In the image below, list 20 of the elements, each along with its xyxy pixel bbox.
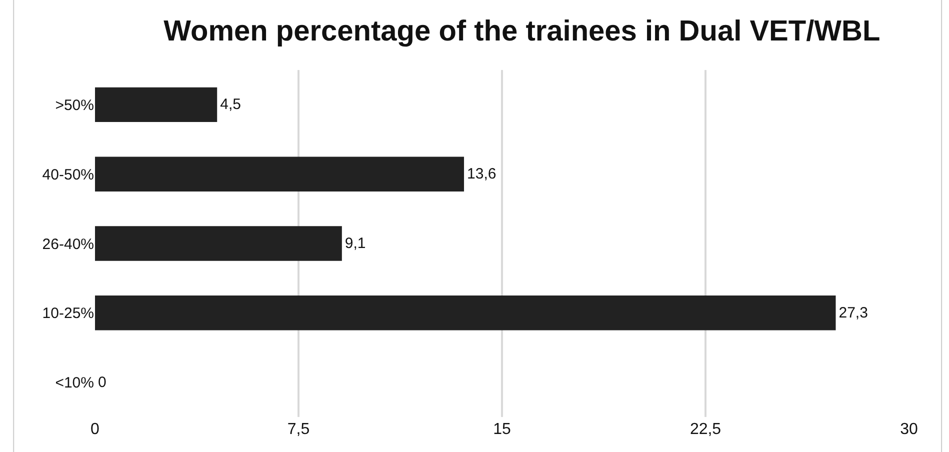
data-label: 4,5	[220, 96, 241, 114]
y-tick-label: 26-40%	[42, 236, 94, 253]
x-tick-label: 22,5	[690, 421, 722, 438]
data-label: 9,1	[344, 235, 366, 252]
x-tick-label: 15	[493, 421, 511, 438]
bar	[95, 156, 464, 192]
bar	[95, 296, 836, 330]
y-tick-label: 40-50%	[42, 166, 94, 184]
bar	[95, 226, 342, 261]
data-label: 13,6	[467, 166, 496, 183]
data-label: 0	[98, 374, 106, 391]
y-tick-label: >50%	[55, 96, 94, 114]
x-tick-label: 0	[90, 421, 100, 438]
x-tick-label: 7,5	[287, 421, 310, 438]
data-label: 27,3	[838, 304, 868, 322]
y-tick-label: 10-25%	[42, 305, 94, 322]
chart-title: Women percentage of the trainees in Dual VET/WBL	[164, 16, 880, 48]
y-tick-label: <10%	[55, 374, 94, 392]
bar	[95, 87, 218, 122]
x-tick-label: 30	[900, 421, 918, 438]
